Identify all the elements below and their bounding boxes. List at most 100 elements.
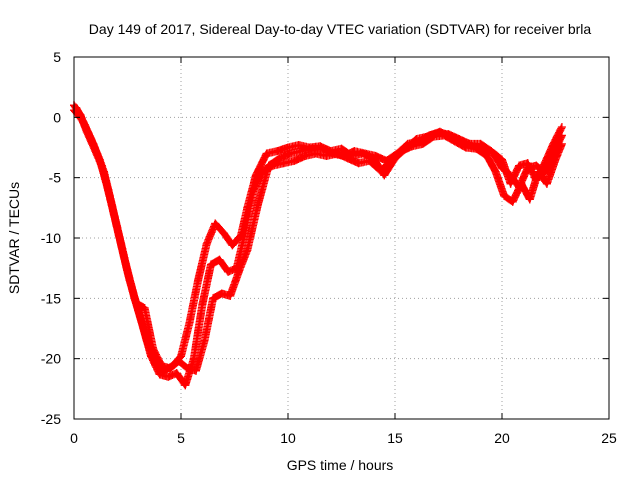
data-point <box>191 366 200 375</box>
data-point <box>224 267 233 276</box>
data-point <box>307 144 316 153</box>
data-point <box>198 300 207 309</box>
data-point <box>515 183 524 192</box>
data-point <box>166 364 175 373</box>
grid <box>74 57 609 419</box>
series-trace-c <box>72 103 566 375</box>
data-point <box>354 159 363 168</box>
data-point <box>155 370 164 379</box>
axis-ticks: 0 5 10 15 20 25 5 0 -5 -10 -15 -20 -25 <box>41 49 617 446</box>
data-point <box>557 122 566 131</box>
y-tick-label: -20 <box>41 351 61 367</box>
data-point <box>89 139 98 148</box>
data-point <box>202 240 211 249</box>
data-point <box>318 144 327 153</box>
data-point <box>219 229 228 238</box>
data-point <box>468 142 477 151</box>
data-point <box>211 219 220 228</box>
data-point <box>393 149 402 158</box>
data-point <box>164 372 173 381</box>
data-point <box>489 149 498 158</box>
data-point <box>226 291 235 300</box>
data-point <box>228 241 237 250</box>
data-point <box>498 164 506 173</box>
data-point <box>361 149 370 158</box>
data-point <box>254 200 263 209</box>
x-tick-label: 15 <box>387 430 403 446</box>
data-point <box>508 197 517 206</box>
data-point <box>262 149 271 158</box>
data-point <box>457 137 466 146</box>
data-point <box>478 143 487 152</box>
y-axis-label: SDTVAR / TECUs <box>6 182 22 294</box>
data-point <box>371 151 380 160</box>
data-point <box>206 260 215 269</box>
data-point <box>403 139 412 148</box>
data-point <box>183 364 192 373</box>
data-point <box>382 156 391 165</box>
data-point <box>132 299 141 308</box>
data-series <box>70 101 566 390</box>
data-point <box>181 381 190 390</box>
y-tick-label: -5 <box>49 170 62 186</box>
x-axis-label: GPS time / hours <box>287 457 394 473</box>
data-point <box>123 267 132 276</box>
x-tick-label: 20 <box>494 430 510 446</box>
data-point <box>273 147 282 156</box>
data-point <box>380 171 389 180</box>
data-point <box>200 336 209 345</box>
data-point <box>414 137 423 146</box>
data-point <box>506 171 515 180</box>
data-point <box>284 143 292 152</box>
data-point <box>540 168 549 177</box>
data-point <box>185 318 194 327</box>
data-point <box>243 246 252 255</box>
data-point <box>80 120 89 129</box>
data-point <box>491 167 500 176</box>
data-point <box>515 161 524 170</box>
x-tick-label: 0 <box>70 430 78 446</box>
data-point <box>425 131 434 140</box>
data-point <box>350 147 359 156</box>
data-point <box>114 231 123 240</box>
data-point <box>106 195 115 204</box>
data-point <box>215 255 224 264</box>
data-point <box>435 127 444 136</box>
x-tick-label: 25 <box>601 430 617 446</box>
y-tick-label: 0 <box>53 109 61 125</box>
data-point <box>525 195 534 204</box>
data-point <box>296 147 305 156</box>
data-point <box>286 149 295 158</box>
data-point <box>209 294 218 303</box>
data-point <box>234 267 243 276</box>
data-point <box>194 276 203 285</box>
data-point <box>140 303 149 312</box>
data-point <box>249 185 258 194</box>
data-point <box>500 191 509 200</box>
data-point <box>97 161 106 170</box>
data-point <box>532 161 541 170</box>
data-point <box>542 179 551 188</box>
data-point <box>275 154 284 163</box>
data-point <box>72 103 81 112</box>
data-point <box>290 156 299 165</box>
data-point <box>446 132 455 141</box>
data-point <box>557 131 566 140</box>
data-point <box>264 161 273 170</box>
data-point <box>328 149 337 158</box>
data-point <box>149 345 158 354</box>
data-point <box>376 166 385 175</box>
y-tick-label: -25 <box>41 411 61 427</box>
data-point <box>172 369 181 378</box>
x-tick-label: 10 <box>280 430 296 446</box>
data-point <box>549 149 558 158</box>
chart-title: Day 149 of 2017, Sidereal Day-to-day VTE… <box>89 21 592 37</box>
data-point <box>339 151 348 160</box>
data-point <box>217 289 226 298</box>
data-point <box>174 357 183 366</box>
data-point <box>279 159 288 168</box>
y-tick-label: -10 <box>41 230 61 246</box>
data-point <box>523 164 532 173</box>
x-tick-label: 5 <box>177 430 185 446</box>
